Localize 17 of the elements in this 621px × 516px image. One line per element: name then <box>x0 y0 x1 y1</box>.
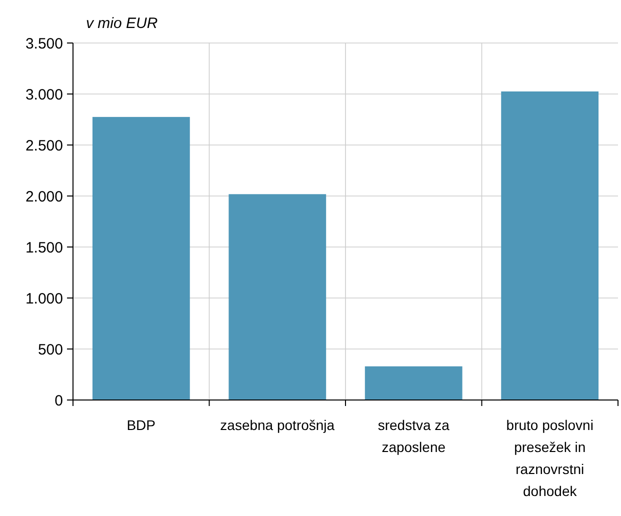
bar <box>501 91 599 400</box>
bar <box>228 194 326 400</box>
x-tick-label: BDP <box>126 417 156 433</box>
bar <box>92 116 190 400</box>
x-tick-label: zasebna potrošnja <box>220 417 335 433</box>
y-tick-label: 1.000 <box>25 290 63 308</box>
y-tick-label: 3.500 <box>25 35 63 52</box>
y-tick-label: 2.500 <box>25 137 63 154</box>
y-axis-title: v mio EUR <box>86 15 158 32</box>
y-tick-label: 0 <box>54 392 63 410</box>
y-tick-label: 500 <box>38 341 63 358</box>
x-tick-label: sredstva za zaposlene <box>378 417 450 455</box>
bar <box>364 366 462 400</box>
x-tick-label: bruto poslovni presežek in raznovrstni dohodek <box>506 417 594 499</box>
y-tick-label: 3.000 <box>25 86 63 104</box>
y-tick-label: 2.000 <box>25 188 63 206</box>
y-tick-label: 1.500 <box>25 239 63 256</box>
